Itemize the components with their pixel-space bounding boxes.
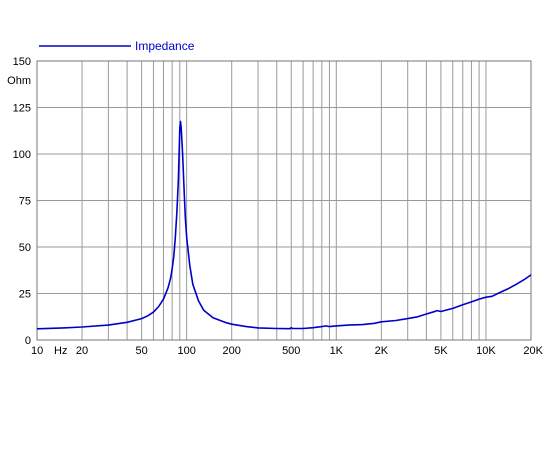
x-tick-label: 5K (434, 345, 448, 357)
y-tick-label: 25 (19, 289, 31, 301)
plot-frame (36, 60, 532, 341)
x-tick-label: 1K (330, 345, 344, 357)
x-axis-ticks: 10 20 50 100 200 500 1K 2K 5K 10K 20K (31, 345, 544, 357)
x-tick-label: 2K (375, 345, 389, 357)
x-tick-label: 50 (135, 345, 147, 357)
y-tick-label: 150 (13, 56, 31, 68)
y-tick-label: 50 (19, 242, 31, 254)
y-tick-label: 0 (25, 335, 31, 347)
x-tick-label: 200 (223, 345, 241, 357)
x-tick-label: 10K (476, 345, 496, 357)
series-line-impedance (36, 120, 532, 330)
y-tick-label: 100 (13, 149, 31, 161)
x-tick-label: 500 (282, 345, 300, 357)
x-tick-label: 100 (177, 345, 195, 357)
y-tick-label: 75 (19, 196, 31, 208)
x-tick-label: 20K (523, 345, 543, 357)
y-axis-ticks: 0 25 50 75 100 125 150 (13, 56, 31, 347)
x-tick-label: 10 (31, 345, 43, 357)
y-tick-label: 125 (13, 103, 31, 115)
y-axis-label: Ohm (7, 75, 31, 87)
legend-label-impedance: Impedance (135, 39, 195, 53)
x-axis-label: Hz (54, 345, 67, 357)
x-tick-label: 20 (76, 345, 88, 357)
legend: Impedance (39, 39, 195, 53)
series-group (36, 120, 532, 330)
